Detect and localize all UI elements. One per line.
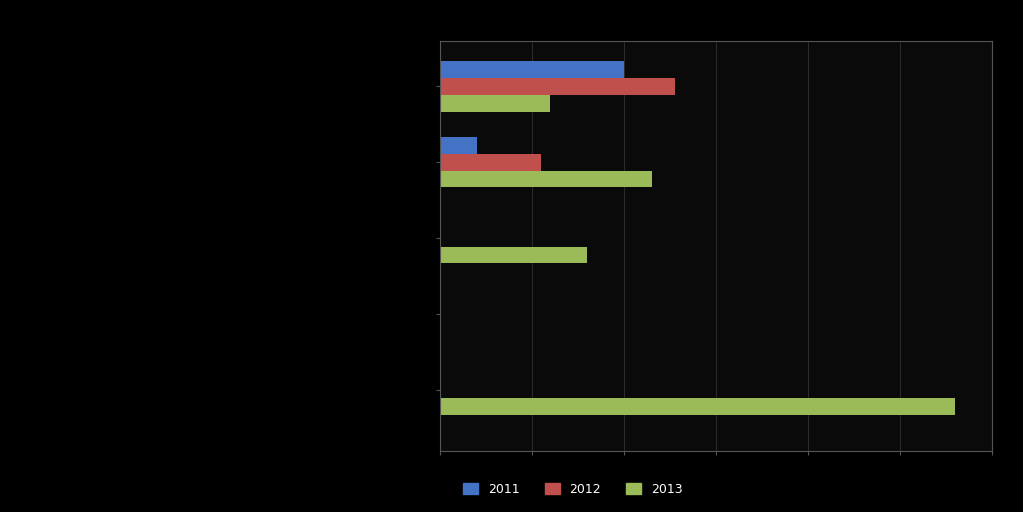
Bar — [440, 246, 587, 263]
Bar — [440, 61, 624, 78]
Bar — [440, 95, 550, 112]
Bar — [440, 154, 541, 170]
Bar — [440, 137, 477, 154]
Bar — [440, 398, 955, 415]
Bar — [440, 170, 652, 187]
Bar — [440, 78, 675, 95]
Legend: 2011, 2012, 2013: 2011, 2012, 2013 — [458, 478, 687, 501]
